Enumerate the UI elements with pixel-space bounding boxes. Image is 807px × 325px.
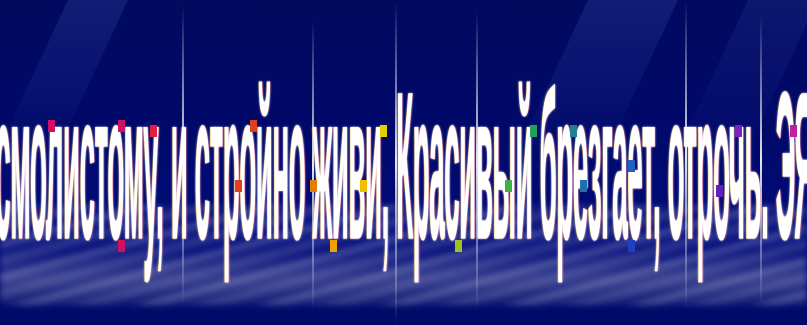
accent-mark <box>628 160 635 172</box>
vertical-line <box>760 15 762 305</box>
accent-mark <box>310 180 317 192</box>
accent-mark <box>505 180 512 192</box>
headline-text: Замолк-насаждали паром. И смолистому, и … <box>0 46 807 284</box>
accent-mark <box>716 185 723 197</box>
accent-mark <box>118 240 125 252</box>
vertical-line <box>685 0 687 310</box>
accent-mark <box>570 125 577 137</box>
accent-mark <box>628 240 635 252</box>
headline-container: Замолк-насаждали паром. И смолистому, и … <box>0 40 807 290</box>
accent-mark <box>360 180 367 192</box>
vertical-line <box>395 0 397 325</box>
accent-mark <box>118 120 125 132</box>
accent-mark <box>580 180 587 192</box>
reflection-band <box>0 250 807 310</box>
accent-mark <box>48 120 55 132</box>
vertical-line <box>182 5 184 305</box>
vertical-line <box>312 20 314 310</box>
accent-mark <box>735 125 742 137</box>
accent-mark <box>455 240 462 252</box>
accent-mark <box>380 125 387 137</box>
accent-mark <box>530 125 537 137</box>
accent-mark <box>150 125 157 137</box>
accent-mark <box>330 240 337 252</box>
accent-mark <box>250 120 257 132</box>
vertical-line <box>476 10 478 310</box>
accent-mark <box>790 125 797 137</box>
reflection-band <box>0 205 807 305</box>
accent-mark <box>235 180 242 192</box>
